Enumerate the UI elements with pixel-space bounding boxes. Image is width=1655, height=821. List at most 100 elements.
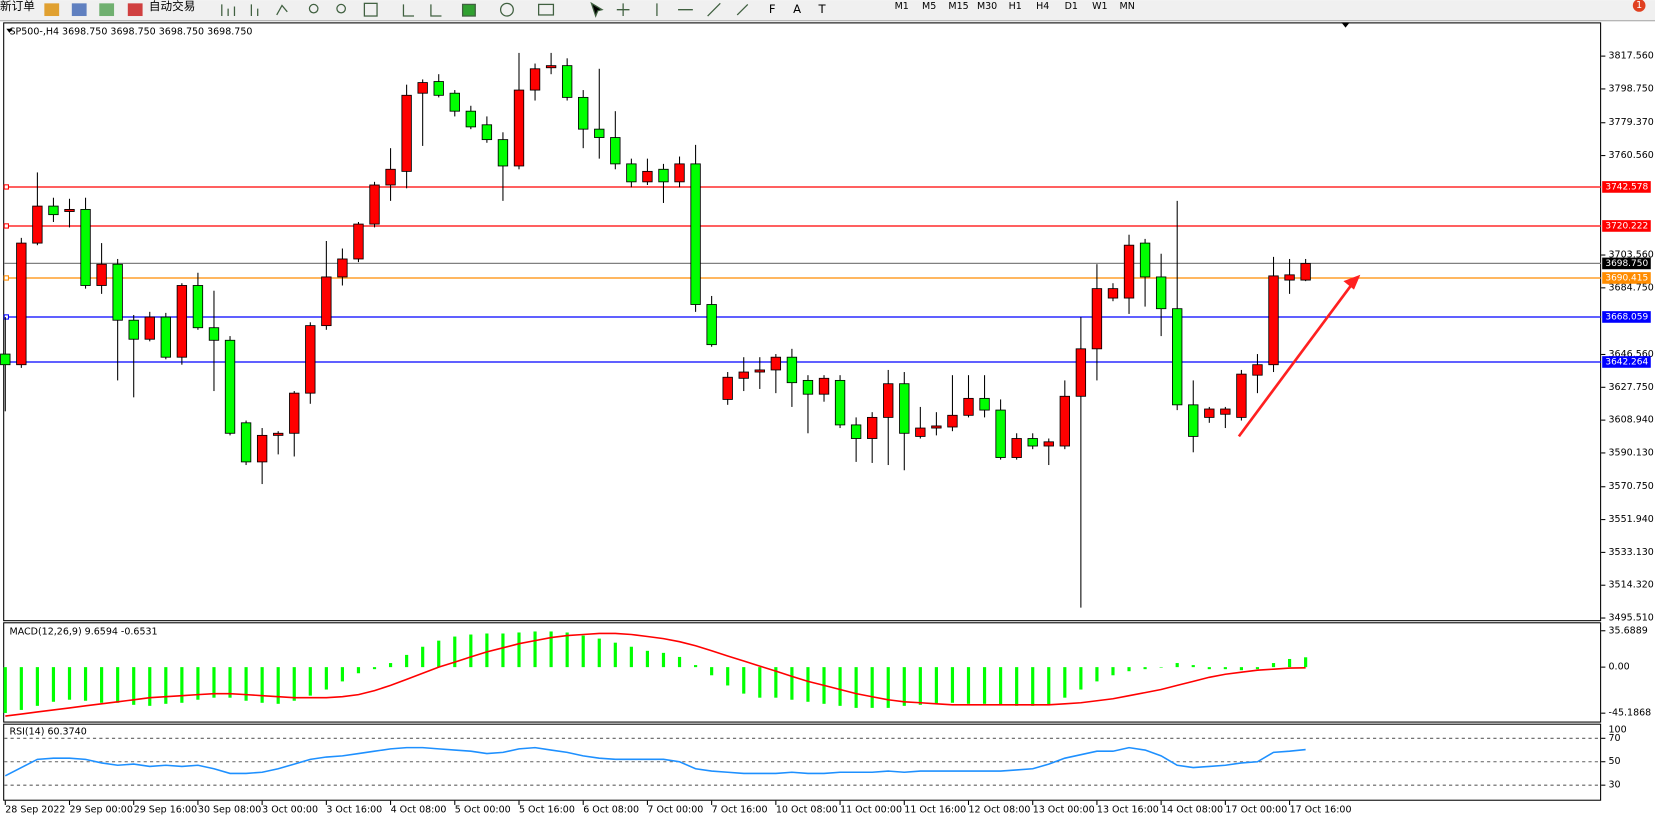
icon[interactable] — [538, 3, 555, 16]
indicator-line — [5, 632, 1306, 717]
macd-bar — [1015, 667, 1019, 706]
candle-body — [529, 68, 541, 91]
line-anchor — [3, 184, 9, 190]
macd-bar — [19, 667, 23, 710]
icon[interactable] — [402, 4, 415, 17]
icon[interactable] — [221, 4, 236, 17]
icon[interactable] — [127, 3, 143, 17]
badge[interactable] — [1632, 0, 1646, 12]
macd-bar — [758, 667, 762, 698]
tool-letter[interactable]: T — [818, 2, 827, 16]
shift-marker — [1341, 22, 1350, 28]
timeframe-button[interactable]: M15 — [948, 1, 968, 12]
candle-body — [481, 124, 493, 141]
macd-bar — [629, 646, 633, 668]
macd-bar — [1111, 667, 1115, 676]
candle-body — [770, 356, 782, 371]
candle-body — [1011, 438, 1022, 458]
candle-body — [80, 208, 91, 286]
candle-body — [208, 327, 220, 341]
icon[interactable] — [250, 4, 259, 17]
y-tick-label: 3570.750 — [1609, 481, 1654, 492]
timeframe-button[interactable]: H1 — [1009, 1, 1022, 12]
icon[interactable] — [656, 2, 749, 17]
candle-body — [1075, 348, 1087, 397]
candle-body — [240, 422, 252, 463]
macd-bar — [116, 667, 120, 703]
candle-body — [513, 89, 525, 167]
candle-body — [1027, 438, 1038, 447]
x-tick-label: 3 Oct 16:00 — [326, 805, 382, 816]
icon[interactable] — [499, 2, 514, 17]
tool-letter[interactable]: A — [793, 2, 801, 16]
candle-body — [433, 81, 444, 96]
macd-bar — [1304, 657, 1308, 668]
macd-bar — [533, 631, 537, 668]
macd-bar — [100, 667, 104, 703]
icon[interactable] — [590, 1, 604, 18]
candle-body — [32, 205, 43, 244]
y-tick-label: 3551.940 — [1609, 514, 1654, 525]
price-label-bg — [1602, 220, 1651, 232]
icon[interactable] — [44, 3, 60, 17]
macd-bar — [1271, 663, 1276, 668]
macd-bar — [180, 667, 184, 703]
candle-body — [289, 392, 300, 434]
icon[interactable] — [308, 3, 319, 14]
macd-bar — [742, 667, 746, 694]
candle-body — [642, 170, 653, 183]
y-tick-label: 30 — [1609, 780, 1621, 791]
timeframe-button[interactable]: M1 — [895, 1, 909, 12]
macd-bar — [372, 667, 377, 670]
candle-body — [144, 316, 155, 340]
timeframe-button[interactable]: M30 — [977, 1, 997, 12]
arrow-head — [1343, 274, 1361, 290]
badge-count[interactable]: 1 — [1636, 0, 1642, 11]
timeframe-button[interactable]: M5 — [922, 1, 936, 12]
macd-bar — [1095, 667, 1099, 682]
y-tick-label: 3703.560 — [1609, 250, 1654, 261]
x-tick-label: 6 Oct 08:00 — [583, 805, 639, 816]
timeframe-button[interactable]: MN — [1120, 1, 1135, 12]
icon[interactable] — [363, 2, 378, 17]
icon[interactable] — [71, 3, 87, 17]
macd-bar — [1079, 667, 1083, 690]
macd-bar — [982, 667, 987, 704]
auto-trading[interactable]: 自动交易 — [149, 0, 195, 13]
y-tick-label: 35.6889 — [1609, 625, 1648, 636]
icon[interactable] — [616, 3, 630, 17]
new-order[interactable]: 新订单 — [0, 0, 35, 13]
candle-body — [963, 397, 974, 416]
timeframe-button[interactable]: D1 — [1065, 1, 1078, 12]
candle-body — [112, 263, 123, 321]
y-tick-label: 3646.560 — [1609, 349, 1654, 360]
x-tick-label: 12 Oct 08:00 — [968, 805, 1030, 816]
x-tick-label: 10 Oct 08:00 — [776, 805, 838, 816]
icon[interactable] — [430, 4, 442, 17]
macd-bar — [340, 667, 344, 682]
candle-body — [545, 65, 557, 69]
macd-bar — [1031, 667, 1035, 706]
symbol-marker — [6, 28, 13, 33]
candle-body — [305, 325, 316, 394]
y-tick-label: -45.1868 — [1609, 708, 1652, 719]
icon[interactable] — [461, 3, 476, 17]
icon[interactable] — [336, 3, 346, 14]
candle-body — [1139, 242, 1151, 278]
macd-bar — [1223, 667, 1227, 670]
candle-body — [224, 339, 236, 434]
tool-letter[interactable]: F — [769, 2, 776, 16]
candle-body — [899, 383, 910, 434]
macd-bar — [405, 654, 409, 668]
candle-body — [1252, 364, 1263, 376]
y-tick-label: 3760.560 — [1609, 150, 1654, 161]
icon[interactable] — [99, 3, 115, 17]
icon[interactable] — [276, 4, 288, 16]
x-tick-label: 14 Oct 08:00 — [1161, 805, 1223, 816]
macd-bar — [1159, 667, 1163, 668]
timeframe-button[interactable]: H4 — [1036, 1, 1049, 12]
candle-body — [947, 414, 958, 428]
y-scale-top: 100 — [1609, 724, 1627, 735]
macd-bar — [453, 636, 457, 668]
timeframe-button[interactable]: W1 — [1092, 1, 1107, 12]
